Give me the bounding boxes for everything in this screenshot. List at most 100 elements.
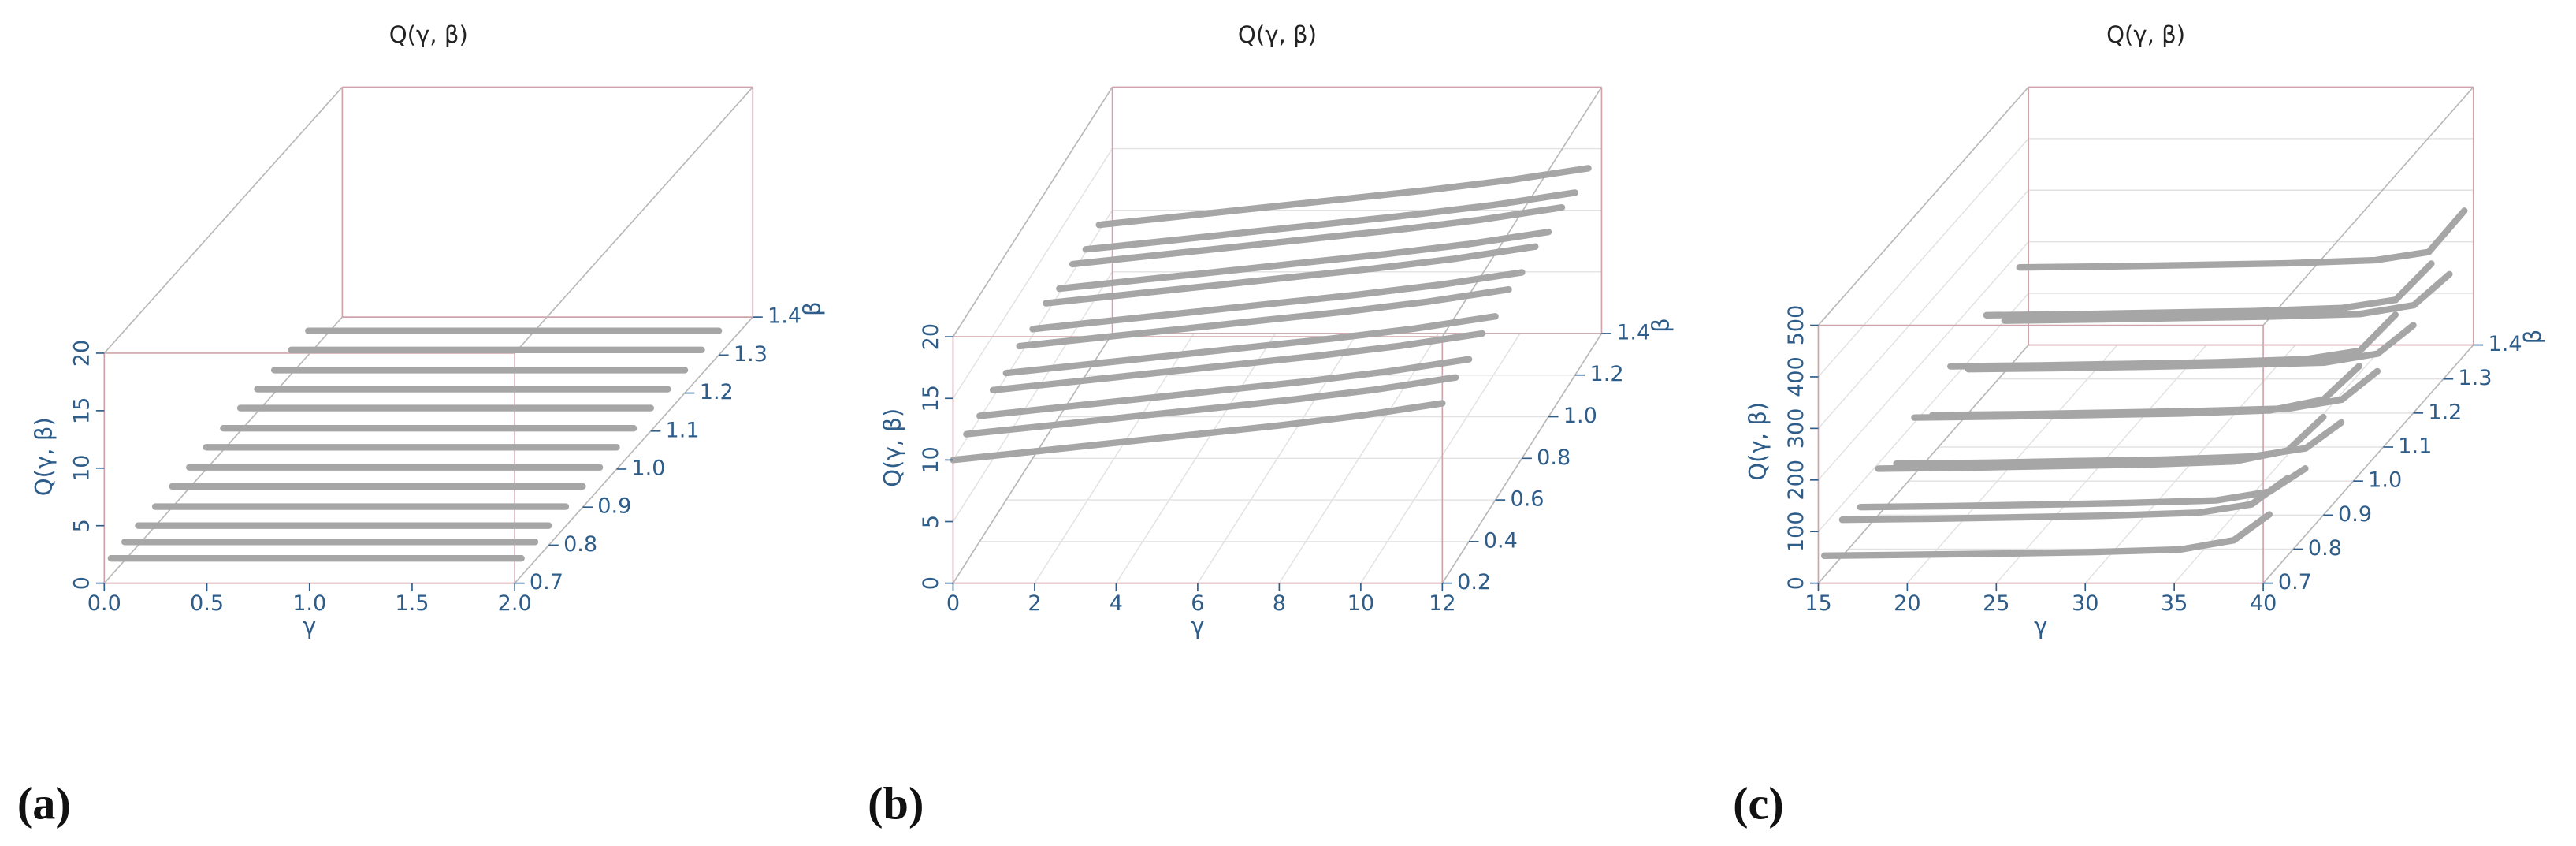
z-tick-label: 200	[1784, 460, 1808, 501]
y-tick-label: 0.9	[597, 494, 631, 519]
box-edge	[514, 316, 753, 584]
z-axis-title: Q(γ, β)	[879, 408, 905, 487]
chart-title: Q(γ, β)	[2106, 21, 2185, 48]
x-tick-label: 40	[2250, 591, 2277, 616]
z-tick-label: 0	[1784, 576, 1808, 590]
x-tick-label: 8	[1273, 591, 1286, 616]
x-tick-label: 35	[2161, 591, 2188, 616]
z-axis-title: Q(γ, β)	[30, 417, 57, 496]
y-tick-label: 0.7	[2278, 570, 2312, 594]
x-tick-label: 10	[1347, 591, 1374, 616]
z-tick-label: 500	[1784, 305, 1808, 346]
data-line	[1821, 511, 2273, 560]
x-tick-label: 20	[1894, 591, 1920, 616]
panel-label: (b)	[868, 777, 924, 829]
y-tick-label: 1.3	[2458, 366, 2492, 390]
z-tick-label: 0	[70, 576, 95, 590]
y-tick-label: 1.2	[2428, 400, 2462, 424]
x-tick-label: 4	[1110, 591, 1123, 616]
y-tick-label: 0.9	[2338, 502, 2372, 527]
x-tick-label: 0.0	[87, 591, 121, 616]
data-line	[2001, 270, 2453, 324]
grid-line	[1817, 241, 2029, 481]
box-edge	[1817, 86, 2029, 326]
x-tick-label: 2.0	[498, 591, 532, 616]
y-tick-label: 0.8	[1537, 445, 1571, 470]
x-tick-label: 30	[2072, 591, 2098, 616]
z-tick-label: 20	[70, 340, 95, 367]
x-axis-title: γ	[1191, 613, 1204, 639]
y-tick-label: 1.3	[734, 342, 768, 367]
data-line	[1082, 189, 1578, 253]
y-tick-label: 0.4	[1484, 528, 1518, 553]
y-axis-title: β	[2519, 330, 2546, 345]
data-line	[1838, 475, 2291, 524]
z-tick-label: 15	[70, 397, 95, 424]
y-tick-label: 1.4	[768, 304, 801, 329]
x-tick-label: 25	[1983, 591, 2009, 616]
x-tick-label: 2	[1028, 591, 1041, 616]
y-tick-label: 1.0	[631, 456, 665, 480]
data-line	[1002, 313, 1499, 377]
x-axis-title: γ	[303, 613, 316, 639]
y-tick-label: 1.2	[700, 380, 734, 404]
z-tick-label: 15	[919, 385, 943, 412]
data-line	[950, 400, 1446, 464]
y-tick-label: 1.1	[666, 418, 700, 442]
x-axis-title: γ	[2034, 613, 2047, 639]
panel-label: (a)	[17, 777, 71, 829]
box-edge	[2262, 86, 2474, 326]
data-line	[1029, 269, 1526, 333]
x-tick-label: 1.5	[395, 591, 429, 616]
box-edge	[952, 86, 1113, 337]
x-tick-label: 12	[1429, 591, 1455, 616]
data-line	[1069, 203, 1566, 268]
y-tick-label: 1.4	[2489, 332, 2522, 356]
grid-line	[1817, 293, 2029, 532]
y-tick-label: 0.7	[530, 570, 563, 594]
x-tick-label: 0	[946, 591, 960, 616]
z-axis-title: Q(γ, β)	[1744, 402, 1771, 481]
grid-line	[952, 148, 1113, 399]
box-edge	[103, 86, 344, 354]
data-line	[1857, 465, 2309, 511]
data-line	[1929, 367, 2381, 419]
z-tick-label: 100	[1784, 511, 1808, 552]
x-tick-label: 15	[1805, 591, 1831, 616]
data-line	[1043, 243, 1539, 307]
grid-line	[1817, 138, 2029, 378]
z-tick-label: 10	[70, 455, 95, 482]
box-edge	[2262, 344, 2474, 584]
x-tick-label: 6	[1191, 591, 1204, 616]
y-tick-label: 1.2	[1590, 362, 1624, 386]
y-tick-label: 0.2	[1457, 570, 1491, 594]
data-line	[1095, 165, 1592, 229]
grid-line	[1817, 189, 2029, 429]
z-tick-label: 0	[919, 576, 943, 590]
data-line	[2016, 207, 2468, 271]
y-tick-label: 1.4	[1616, 320, 1650, 345]
data-line	[963, 374, 1459, 438]
y-axis-title: β	[1648, 318, 1675, 333]
y-tick-label: 0.6	[1510, 487, 1544, 512]
chart-title: Q(γ, β)	[389, 21, 468, 48]
z-tick-label: 400	[1784, 356, 1808, 397]
data-line	[1056, 229, 1552, 293]
x-tick-label: 1.0	[292, 591, 326, 616]
y-axis-title: β	[798, 301, 825, 316]
z-tick-label: 5	[70, 519, 95, 532]
data-line	[1983, 260, 2435, 319]
data-line	[989, 330, 1486, 393]
y-tick-label: 1.0	[2368, 468, 2402, 493]
z-tick-label: 5	[919, 515, 943, 528]
data-line	[1893, 419, 2345, 468]
data-line	[976, 356, 1473, 419]
x-tick-label: 0.5	[190, 591, 224, 616]
y-tick-label: 0.8	[2308, 536, 2342, 561]
z-tick-label: 300	[1784, 408, 1808, 449]
y-tick-label: 1.1	[2398, 434, 2432, 459]
panel-label: (c)	[1733, 777, 1784, 829]
grid-line	[952, 271, 1113, 522]
